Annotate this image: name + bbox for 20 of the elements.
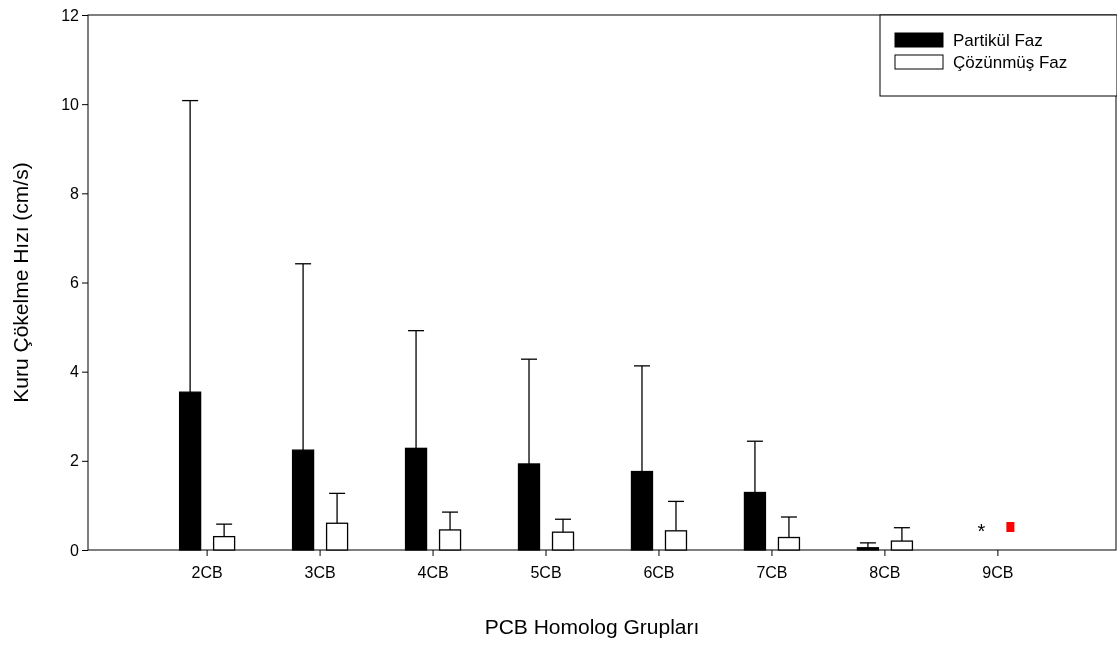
y-axis-title: Kuru Çökelme Hızı (cm/s): [9, 162, 32, 403]
x-tick-label: 5CB: [530, 564, 562, 582]
y-tick-label: 0: [70, 541, 80, 559]
annotation: *: [977, 520, 986, 542]
x-tick-label: 4CB: [417, 564, 449, 582]
y-tick-label: 8: [70, 184, 80, 202]
y-tick-label: 6: [70, 274, 80, 292]
legend-label: Partikül Faz: [953, 31, 1043, 50]
x-tick-label: 6CB: [643, 564, 675, 582]
y-tick-label: 2: [70, 452, 80, 470]
x-tick-label: 2CB: [191, 564, 223, 582]
x-tick-label: 7CB: [756, 564, 788, 582]
y-tick-label: 10: [61, 95, 80, 113]
y-tick-label: 12: [61, 6, 80, 24]
y-tick-label: 4: [70, 363, 80, 381]
x-axis-title: PCB Homolog Grupları: [484, 615, 700, 638]
x-tick-label: 9CB: [982, 564, 1014, 582]
x-tick-label: 8CB: [869, 564, 901, 582]
legend-label: Çözünmüş Faz: [953, 53, 1068, 72]
x-tick-label: 3CB: [304, 564, 336, 582]
